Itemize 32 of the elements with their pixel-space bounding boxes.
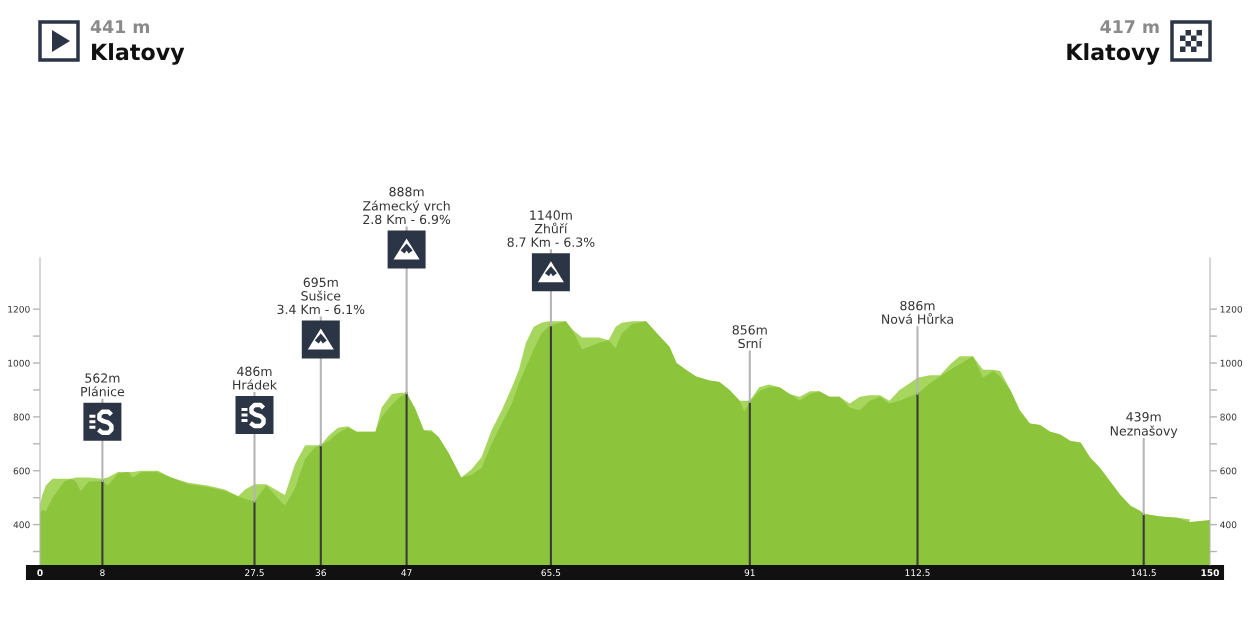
y2-tick-label: 1000: [1220, 359, 1243, 367]
text: Klatovy: [92, 43, 185, 65]
y2-tick-label: 400: [1220, 521, 1237, 529]
ref-line-label: 439m Neznašovy: [1110, 412, 1178, 439]
x-tick-label: 47: [401, 569, 412, 576]
text: 441 m: [90, 20, 149, 33]
x-tick-label: 141.5: [1131, 569, 1156, 577]
ref-line-label: 486m Hrádek: [233, 366, 277, 390]
y2-tick-label: 1200: [1220, 305, 1243, 313]
y-tick-label: 800: [13, 413, 30, 421]
text: Klatovy: [1067, 43, 1160, 65]
x-tick-label: 150: [1201, 569, 1219, 577]
ref-line-label: 562m Plánice: [81, 373, 125, 397]
ref-line-label: 888m Zámecký vrch 2.8 Km - 6.9%: [363, 187, 451, 225]
x-tick-label: 27.5: [245, 569, 264, 577]
x-tick-label: 112.5: [905, 569, 930, 577]
x-tick-label: 0: [37, 569, 43, 577]
ref-line-label: 886m Nová Hůrka: [882, 300, 953, 324]
y-tick-label: 1200: [8, 305, 30, 313]
ref-line-label: 856m Srní: [732, 325, 767, 349]
x-tick-label: 91: [744, 569, 755, 577]
y2-tick-label: 600: [1220, 467, 1237, 475]
y-tick-label: 1000: [8, 359, 30, 367]
x-tick-label: 65.5: [541, 569, 561, 577]
text: 417 m: [1100, 20, 1159, 33]
x-tick-label: 8: [100, 569, 105, 577]
y-tick-label: 400: [13, 521, 30, 529]
y2-tick-label: 800: [1220, 413, 1237, 421]
y-tick-label: 600: [13, 467, 30, 475]
x-tick-label: 36: [315, 569, 326, 577]
ref-line-label: 1140m Zhůří 8.7 Km - 6.3%: [507, 210, 595, 247]
ref-line-label: 695m Sušice 3.4 Km - 6.1%: [277, 277, 365, 315]
